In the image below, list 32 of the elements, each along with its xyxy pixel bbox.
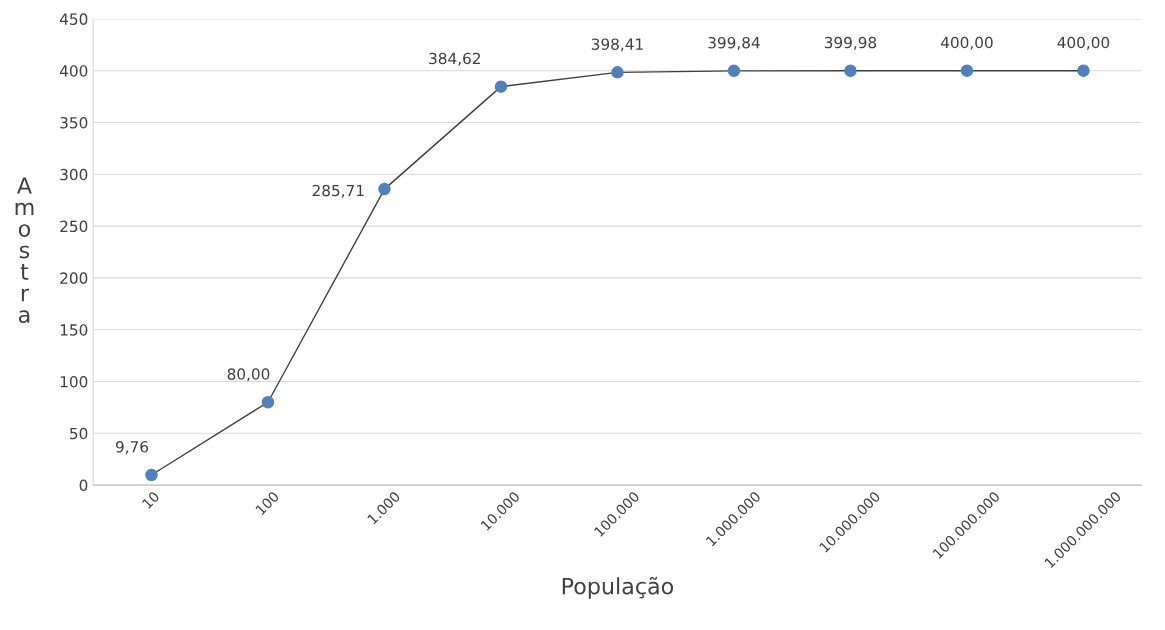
- x-tick-label: 10: [141, 490, 160, 509]
- data-label: 399,84: [708, 36, 760, 51]
- point: [145, 468, 158, 482]
- y-tick-label: 250: [60, 220, 88, 233]
- point: [844, 64, 857, 77]
- data-label: 9,76: [115, 441, 149, 455]
- x-tick-label: 100: [255, 490, 280, 516]
- point: [611, 66, 624, 79]
- y-tick-label: 350: [60, 116, 88, 129]
- y-tick-label: 450: [59, 13, 88, 25]
- data-label: 398,41: [591, 38, 643, 52]
- point: [261, 395, 275, 409]
- point: [494, 80, 508, 93]
- data-label: 400,00: [940, 36, 993, 50]
- y-tick-label: 50: [70, 427, 88, 440]
- data-label: 400,00: [1057, 36, 1110, 50]
- data-label: 384,62: [429, 52, 480, 66]
- y-tick-label: 200: [60, 272, 88, 284]
- y-tick-label: 150: [60, 324, 88, 336]
- data-label: 399,98: [824, 36, 877, 50]
- x-axis-title: População: [562, 576, 674, 599]
- data-label: 80,00: [227, 368, 270, 382]
- point: [960, 64, 974, 77]
- point: [378, 182, 391, 196]
- y-tick-label: 0: [79, 479, 88, 492]
- y-tick-label: 100: [60, 375, 88, 388]
- point: [727, 64, 741, 78]
- data-label: 285,71: [312, 184, 364, 198]
- point: [1077, 64, 1090, 77]
- y-tick-label: 300: [60, 168, 88, 181]
- y-axis-title: Amostra: [15, 177, 34, 323]
- y-tick-label: 400: [59, 65, 88, 77]
